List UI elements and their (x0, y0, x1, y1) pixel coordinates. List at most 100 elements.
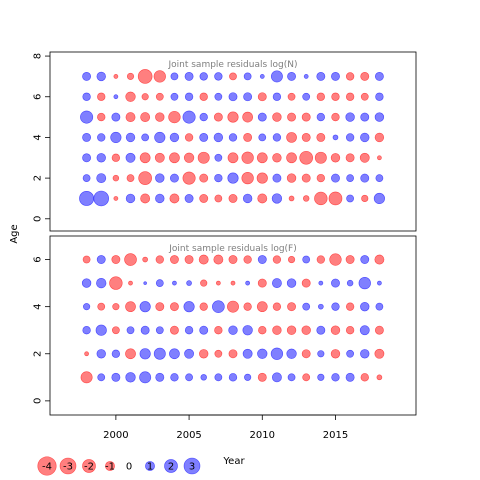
residual-bubble (257, 112, 267, 122)
legend-bubble (82, 459, 96, 473)
residual-bubble (214, 373, 223, 382)
residual-bubble (345, 92, 355, 101)
residual-bubble (258, 133, 267, 142)
residual-bubble (361, 194, 369, 203)
residual-bubble (199, 194, 209, 203)
residual-bubble (345, 255, 355, 264)
y-tick-label: 2 (33, 175, 44, 181)
residual-bubble (96, 277, 107, 289)
residual-bubble (360, 255, 370, 264)
residual-bubble (182, 110, 196, 124)
residual-bubble (198, 254, 209, 265)
residual-bubble (97, 92, 106, 101)
residual-bubble (258, 326, 267, 335)
residual-bubble (346, 279, 354, 287)
residual-bubble (214, 173, 223, 183)
legend-label: 3 (189, 462, 195, 473)
residual-bubble (243, 255, 252, 264)
residual-bubble (170, 92, 179, 101)
residual-bubble (286, 278, 297, 288)
residual-bubble (242, 348, 253, 359)
residual-bubble (184, 255, 194, 264)
residual-bubble (183, 301, 195, 313)
residual-bubble (272, 92, 282, 101)
residual-bubble (199, 349, 209, 359)
residual-bubble (360, 132, 370, 143)
residual-bubble (359, 325, 370, 336)
legend-bubble (145, 461, 155, 471)
residual-bubble (97, 373, 106, 382)
residual-bubble (242, 111, 254, 123)
residual-bubble (227, 172, 239, 184)
x-tick-label: 2010 (250, 430, 275, 441)
legend-bubble (164, 459, 178, 473)
residual-bubble (184, 348, 195, 359)
residual-bubble (96, 153, 106, 163)
residual-bubble (332, 134, 339, 141)
residual-bubble (243, 72, 252, 81)
residual-bubble (184, 92, 194, 101)
residual-bubble (331, 173, 340, 183)
residual-bubble (139, 348, 151, 360)
residual-bubble (228, 255, 238, 264)
residual-bubble (272, 255, 282, 264)
panel-title: Joint sample residuals log(N) (167, 60, 297, 70)
residual-bubble (331, 302, 340, 311)
residual-bubble (142, 256, 148, 263)
residual-bubble (257, 193, 268, 204)
residual-bubble (215, 280, 221, 286)
residual-bubble (374, 132, 385, 143)
residual-bubble (317, 373, 325, 381)
residual-bubble (169, 348, 180, 360)
residual-bubble (82, 153, 92, 163)
legend-label: 2 (168, 462, 174, 473)
residual-bubble (83, 303, 91, 311)
residual-bubble (97, 302, 106, 311)
residual-bubble (360, 301, 370, 312)
residual-bubble (199, 302, 208, 311)
residual-bubble (170, 255, 179, 264)
residual-bubble (96, 255, 106, 264)
residual-bubble (111, 349, 121, 358)
residual-bubble (97, 112, 106, 122)
residual-bubble (317, 350, 325, 358)
residual-bubble (374, 112, 385, 122)
residual-bubble (170, 325, 179, 335)
residual-bubble (331, 71, 340, 81)
residual-bubble (155, 92, 164, 101)
residual-bubble (271, 193, 283, 204)
residual-bubble (155, 326, 164, 335)
residual-bubble (287, 373, 296, 382)
residual-bubble (272, 173, 282, 183)
x-tick-label: 2005 (176, 430, 201, 441)
residual-bubble (82, 92, 91, 101)
y-tick-label: 6 (33, 256, 44, 262)
residual-bubble (330, 349, 341, 359)
residual-bubble (125, 348, 136, 360)
residual-bubble (125, 112, 136, 123)
residual-bubble (272, 133, 282, 142)
residual-bubble (169, 193, 180, 204)
residual-bubble (112, 174, 120, 182)
residual-bubble (170, 373, 179, 382)
residual-bubble (93, 190, 109, 207)
y-tick-label: 0 (33, 216, 44, 222)
residual-bubble (197, 151, 210, 164)
residual-bubble (213, 112, 223, 122)
residual-bubble (97, 133, 106, 142)
residual-bubble (272, 372, 282, 383)
residual-bubble (227, 111, 239, 123)
residual-bubble (109, 276, 123, 290)
residual-bubble (184, 326, 194, 335)
residual-bubble (316, 71, 326, 81)
residual-bubble (242, 325, 253, 336)
residual-bubble (272, 278, 282, 289)
residual-bubble (287, 302, 296, 312)
residual-bubble (79, 190, 95, 206)
residual-bubble (199, 72, 208, 81)
residual-bubble (245, 280, 251, 286)
residual-bubble (184, 71, 194, 81)
residual-bubble (143, 281, 147, 285)
residual-bubble (286, 132, 297, 143)
